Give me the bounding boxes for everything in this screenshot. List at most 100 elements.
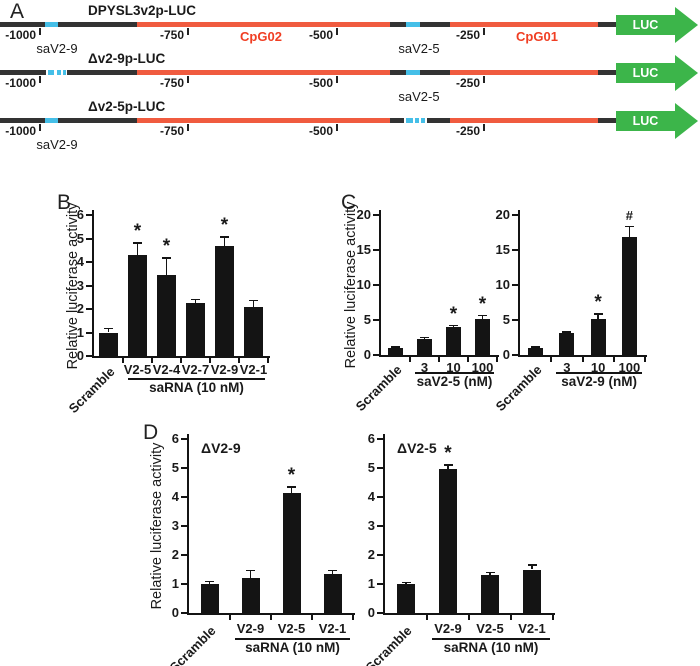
x-axis [379,355,499,357]
y-tick [86,214,92,216]
tick-label: -250 [455,28,480,42]
y-axis-title: Relative luciferase activity [149,442,165,610]
promoter-line-segment [45,118,58,123]
y-axis [379,210,381,357]
y-tick [373,354,379,356]
x-tick [352,615,354,620]
x-tick [438,357,440,362]
y-tick-label: 1 [76,324,84,340]
error-cap [287,486,296,488]
x-tick [209,358,211,363]
y-axis [518,210,520,357]
bar [157,274,176,356]
sig-marker: # [625,207,633,223]
x-label: Scramble [166,623,219,666]
sig-marker: * [594,292,602,314]
y-tick-label: 15 [495,242,510,257]
tick-mark [336,28,338,35]
x-label: V2-5 [277,621,306,636]
error-cap [249,299,258,302]
luc-arrow-head [675,7,698,43]
promoter-line-segment [390,22,406,27]
error-cap [478,314,487,317]
promoter-line-segment [58,118,137,123]
x-axis [92,356,270,358]
construct-title: DPYSL3v2p-LUC [88,3,197,18]
error-cap [562,331,572,333]
error-cap [104,327,113,330]
error-bar [566,332,568,334]
panel-c-label: C [341,191,357,214]
y-tick-label: 2 [76,301,84,316]
luc-arrow: LUC [616,15,675,35]
y-tick-label: 20 [495,207,510,222]
y-tick-label: 3 [76,277,84,293]
x-tick [550,357,553,362]
x-label: 100 [618,360,641,375]
promoter-line-segment [450,22,598,27]
group-label: saV2-5 (nM) [416,374,493,389]
y-tick-label: 10 [356,277,371,292]
tick-mark [187,76,189,83]
tick-label: -750 [159,124,184,138]
x-tick [581,357,584,362]
y-tick [512,249,518,251]
sarna-site-label: saV2-9 [36,137,78,152]
y-tick-label: 6 [76,207,84,222]
promoter-line-segment [390,118,404,123]
promoter-line-segment [58,22,137,27]
error-bar [447,465,449,470]
bar [621,237,637,355]
x-axis [187,613,355,615]
error-cap [485,571,495,574]
error-bar [165,258,168,275]
y-tick [181,438,187,440]
error-cap [401,581,411,584]
error-bar [208,581,211,584]
x-label: V2-1 [518,621,546,636]
y-tick [373,319,379,321]
tick-mark [187,28,189,35]
luc-arrow: LUC [616,111,675,131]
y-tick [512,319,518,321]
y-tick-label: 2 [171,547,179,562]
tick-label: -1000 [5,76,36,90]
promoter-line-segment [45,22,58,27]
y-axis [383,434,385,615]
error-cap [133,242,142,244]
bar [215,245,234,356]
error-bar [597,314,599,319]
tick-label: -500 [308,124,333,138]
y-tick [181,496,187,498]
bar [397,584,415,613]
x-tick [467,357,469,362]
y-tick [86,331,92,334]
y-tick-label: 2 [367,547,375,562]
y-tick-label: 0 [171,605,179,620]
error-cap [449,324,458,327]
y-tick [377,525,383,527]
y-tick-label: 10 [495,277,510,292]
y-tick-label: 6 [367,431,375,446]
bar [528,348,544,355]
promoter-line-segment [450,118,598,123]
x-label: V2-5 [123,362,152,377]
sig-marker: * [444,443,452,465]
bar [475,319,490,355]
luc-arrow-head [675,103,698,139]
y-tick [377,467,383,469]
x-label: V2-1 [239,362,268,377]
error-cap [443,464,453,466]
x-tick [644,357,646,362]
x-axis [518,355,647,357]
panel-d-label: D [143,421,159,444]
y-tick-label: 6 [171,431,179,446]
sig-marker: * [449,303,458,325]
x-label: V2-9 [236,621,265,636]
y-tick [512,354,518,356]
y-tick [377,583,383,585]
construct-title: Δv2-9p-LUC [88,51,166,66]
x-label: 10 [590,360,606,375]
sig-marker: * [478,293,487,315]
